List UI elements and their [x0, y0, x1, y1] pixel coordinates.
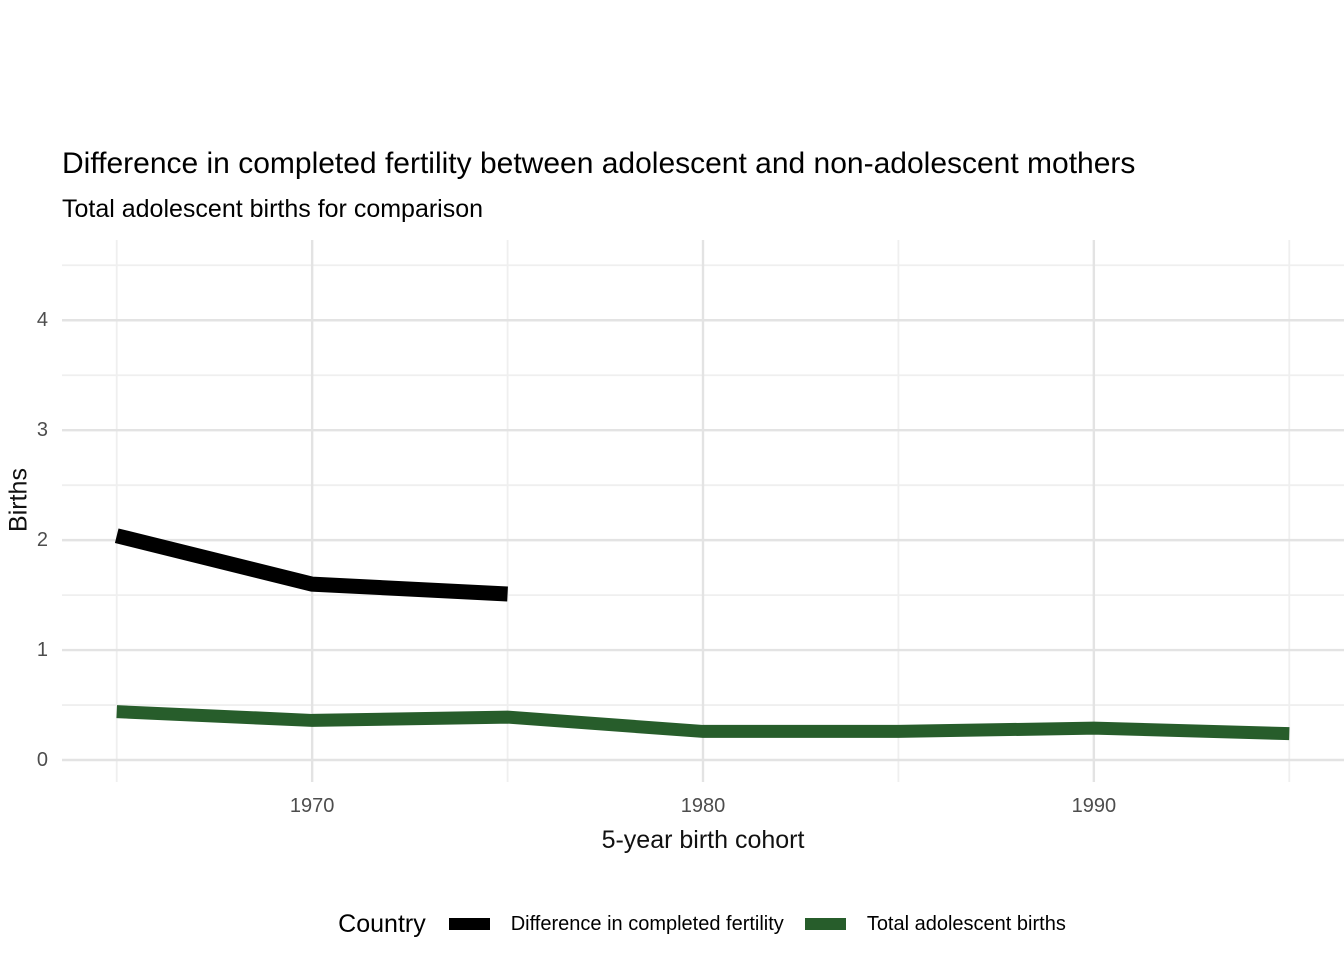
y-axis-title: Births: [4, 468, 33, 532]
legend-item: Total adolescent births: [804, 912, 1066, 936]
chart-title: Difference in completed fertility betwee…: [62, 147, 1136, 180]
x-tick-label: 1970: [289, 795, 335, 817]
y-tick-label: 0: [36, 749, 48, 771]
series-lines: [114, 528, 1290, 741]
legend-swatch-line-icon: [448, 918, 490, 930]
x-axis-title: 5-year birth cohort: [601, 826, 805, 854]
series-line: [116, 705, 1290, 741]
gridlines-major: [62, 240, 1344, 782]
y-tick-label: 1: [36, 639, 48, 662]
legend: Country Difference in completed fertilit…: [60, 903, 1344, 945]
legend-label: Total adolescent births: [866, 912, 1066, 935]
series-line: [114, 528, 508, 602]
chart-subtitle: Total adolescent births for comparison: [62, 195, 484, 223]
y-tick-label: 2: [36, 529, 48, 552]
x-tick-label: 1980: [680, 795, 726, 817]
y-tick-label: 4: [36, 309, 48, 332]
legend-title: Country: [338, 909, 426, 938]
y-tick-label: 3: [36, 419, 48, 442]
legend-swatch-line-icon: [804, 918, 846, 930]
legend-item: Difference in completed fertility: [448, 912, 784, 936]
x-tick-label: 1990: [1071, 795, 1117, 817]
legend-label: Difference in completed fertility: [510, 912, 784, 935]
